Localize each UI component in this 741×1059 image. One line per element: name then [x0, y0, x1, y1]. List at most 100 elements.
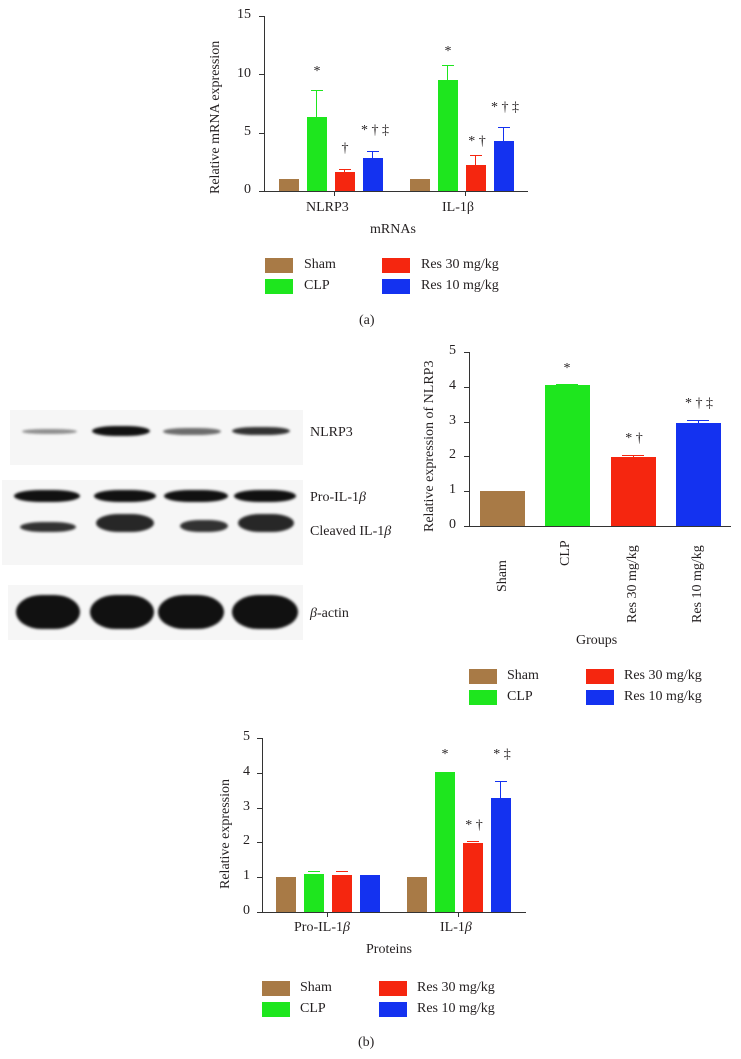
legend-swatch-clp — [262, 1002, 290, 1017]
blot-label-cleaved-il1b: Cleaved IL-1β — [310, 524, 392, 539]
tick — [464, 422, 469, 424]
tick — [259, 74, 264, 76]
blot-il1b-panel — [2, 480, 303, 565]
tick — [259, 16, 264, 18]
legend-label: Res 10 mg/kg — [421, 278, 499, 293]
y-axis — [469, 352, 471, 527]
legend-label: Sham — [304, 257, 336, 272]
xtick-label-res10: Res 10 mg/kg — [690, 545, 705, 623]
sig-marker: * † ‡ — [491, 100, 519, 115]
errorbar — [503, 127, 505, 142]
tick — [327, 913, 329, 917]
legend-label: CLP — [300, 1001, 326, 1016]
errorbar-cap — [311, 90, 323, 92]
legend-label: CLP — [507, 689, 533, 704]
legend-label: Sham — [300, 980, 332, 995]
errorbar — [372, 152, 374, 159]
panel-b-proteins-ylabel: Relative expression — [218, 778, 233, 889]
sig-marker: * † ‡ — [361, 123, 389, 138]
ytick-label: 0 — [449, 517, 456, 532]
bar-sham-il1b — [410, 179, 430, 191]
legend-label: Res 30 mg/kg — [624, 668, 702, 683]
bar-res10-il1b — [491, 798, 511, 912]
ytick-label: 5 — [244, 124, 251, 139]
errorbar — [344, 170, 346, 173]
panel-b-proteins-xlabel: Proteins — [366, 942, 412, 957]
ytick-label: 2 — [449, 447, 456, 462]
xtick-label: IL-1β — [442, 200, 474, 215]
errorbar — [698, 420, 700, 424]
legend-swatch-res10 — [379, 1002, 407, 1017]
sig-marker: * † ‡ — [685, 396, 713, 411]
errorbar — [316, 90, 318, 118]
sig-marker: * † — [625, 431, 643, 446]
ytick-label: 0 — [244, 182, 251, 197]
bar-res30-il1b — [466, 165, 486, 191]
y-axis — [262, 738, 264, 913]
ytick-label: 15 — [237, 7, 251, 22]
xtick-label-clp: CLP — [558, 540, 573, 566]
legend-label: Sham — [507, 668, 539, 683]
errorbar-cap — [495, 781, 507, 783]
xtick-label-res30: Res 30 mg/kg — [625, 545, 640, 623]
tick — [257, 877, 262, 879]
tick — [259, 191, 264, 193]
errorbar-cap — [467, 841, 479, 843]
tick — [257, 808, 262, 810]
x-axis — [262, 912, 526, 914]
legend-swatch-res30 — [586, 669, 614, 684]
panel-a-ylabel: Relative mRNA expression — [208, 40, 223, 194]
panel-a-x-axis — [264, 191, 528, 193]
errorbar — [500, 781, 502, 799]
errorbar — [633, 455, 635, 458]
ytick-label: 1 — [449, 482, 456, 497]
legend-swatch-clp — [265, 279, 293, 294]
blot-nlrp3-panel — [10, 410, 303, 465]
bar-clp-il1b — [438, 80, 458, 191]
sig-marker: * — [313, 64, 321, 79]
bar-res10-nlrp3 — [363, 158, 383, 191]
panel-b-nlrp3-xlabel: Groups — [576, 633, 618, 648]
sig-marker: * † — [465, 818, 483, 833]
errorbar-cap — [367, 151, 379, 153]
panel-b-caption: (b) — [358, 1035, 375, 1050]
tick — [259, 133, 264, 135]
legend-swatch-sham — [469, 669, 497, 684]
legend-swatch-sham — [262, 981, 290, 996]
legend-swatch-clp — [469, 690, 497, 705]
bar-clp — [545, 385, 590, 526]
bar-sham — [480, 491, 525, 526]
blot-label-actin: β-actin — [310, 606, 349, 621]
tick — [464, 352, 469, 354]
tick — [465, 192, 467, 196]
bar-res10-il1b — [494, 141, 514, 191]
legend-label: Res 10 mg/kg — [417, 1001, 495, 1016]
bar-res10 — [676, 423, 721, 526]
legend-label: CLP — [304, 278, 330, 293]
x-axis — [469, 526, 731, 528]
errorbar-cap — [556, 384, 578, 386]
bar-clp-pro — [304, 874, 324, 912]
bar-res30 — [611, 457, 656, 526]
errorbar-cap — [442, 65, 454, 67]
ytick-label: 5 — [243, 729, 250, 744]
errorbar-cap — [622, 455, 644, 457]
blot-actin-panel — [8, 585, 303, 640]
tick — [334, 192, 336, 196]
ytick-label: 1 — [243, 868, 250, 883]
legend-label: Res 30 mg/kg — [421, 257, 499, 272]
errorbar — [475, 155, 477, 166]
errorbar-cap — [336, 871, 348, 873]
errorbar-cap — [470, 155, 482, 157]
legend-swatch-res30 — [379, 981, 407, 996]
bar-sham-il1b — [407, 877, 427, 912]
ytick-label: 3 — [243, 799, 250, 814]
xtick-label-sham: Sham — [495, 560, 510, 592]
bar-sham-nlrp3 — [279, 179, 299, 191]
bar-res30-il1b — [463, 843, 483, 912]
legend-label: Res 30 mg/kg — [417, 980, 495, 995]
panel-b-nlrp3-ylabel: Relative expression of NLRP3 — [422, 360, 437, 532]
tick — [257, 842, 262, 844]
xtick-label: Pro-IL-1β — [294, 920, 350, 935]
tick — [257, 912, 262, 914]
